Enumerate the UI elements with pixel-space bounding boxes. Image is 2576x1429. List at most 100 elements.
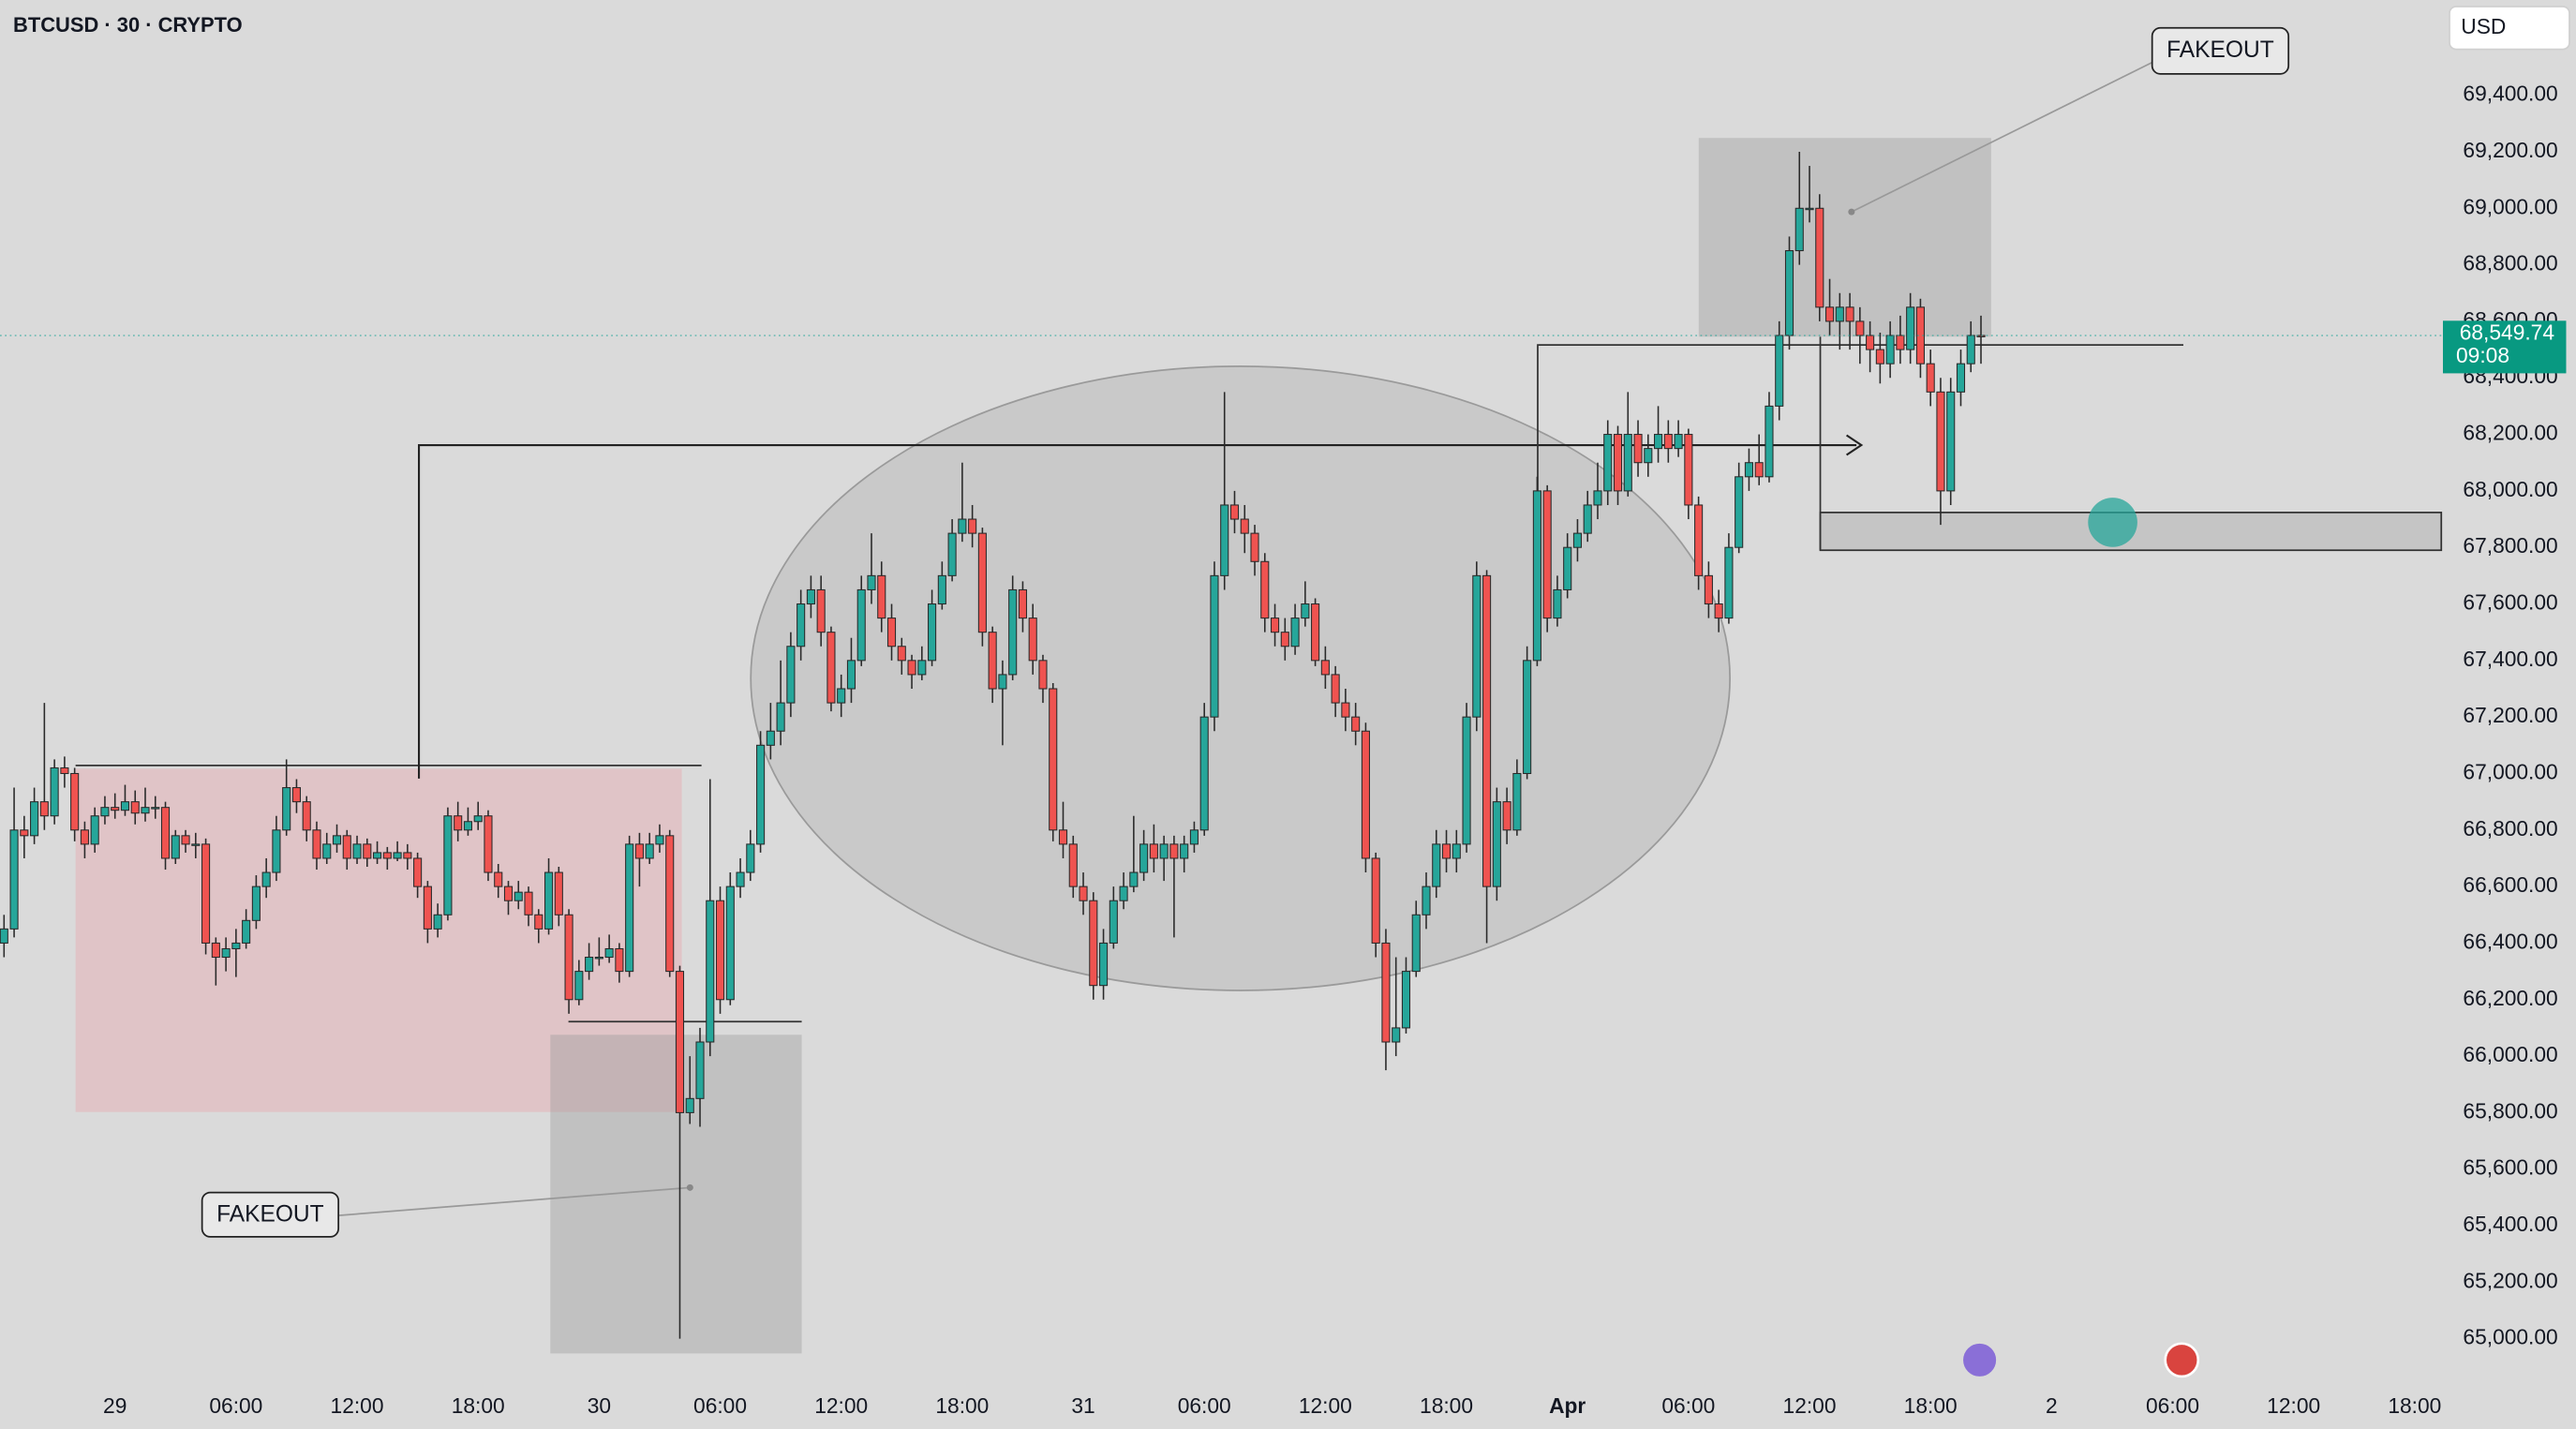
candle-body	[1411, 914, 1421, 973]
candle-body	[776, 702, 785, 732]
candle-body	[1169, 843, 1179, 859]
y-tick-label: 66,800.00	[2463, 816, 2557, 841]
candle-body	[1199, 716, 1209, 831]
candle-body	[685, 1097, 694, 1113]
candle-body	[1482, 574, 1492, 887]
candle-body	[886, 618, 897, 648]
candle-body	[433, 914, 442, 930]
candle-body	[917, 660, 927, 676]
candle-body	[1018, 588, 1028, 619]
candle-body	[585, 956, 594, 973]
candle-body	[1472, 574, 1482, 718]
candle-body	[201, 843, 211, 944]
candle-body	[39, 801, 49, 817]
candle-body	[615, 947, 624, 973]
candle-body	[1432, 843, 1441, 887]
fakeout-box	[1698, 138, 1991, 337]
annotation-box	[2151, 26, 2290, 75]
candle-body	[251, 886, 261, 921]
callout-line	[1851, 61, 2153, 213]
candle-body	[261, 871, 271, 887]
y-tick-label: 69,000.00	[2463, 194, 2557, 218]
candle-body	[1129, 871, 1139, 887]
candle-body	[897, 646, 906, 662]
candle-body	[473, 815, 483, 823]
candle-body	[1058, 829, 1068, 845]
y-tick-label: 65,000.00	[2463, 1325, 2557, 1349]
candle-body	[1189, 829, 1199, 845]
x-tick-label: Apr	[1549, 1393, 1586, 1418]
candle-body	[312, 829, 321, 859]
candle-body	[70, 772, 80, 831]
candle-body	[1492, 801, 1501, 887]
candle-body	[1240, 518, 1249, 534]
candle-body	[1572, 532, 1583, 548]
annotation: FAKEOUT	[216, 1202, 324, 1228]
candle-body	[413, 857, 423, 887]
candle-body	[574, 971, 584, 1001]
y-tick-label: 66,000.00	[2463, 1042, 2557, 1066]
chart-title: BTCUSD · 30 · CRYPTO	[13, 13, 243, 37]
candle-body	[454, 815, 463, 831]
candle-body	[695, 1041, 705, 1099]
candle-body	[282, 787, 291, 831]
candle-body	[1633, 434, 1643, 464]
event-icon[interactable]	[1963, 1343, 1997, 1377]
ellipse-zone	[750, 365, 1731, 991]
candle-body	[736, 871, 745, 887]
candle-body	[1966, 335, 1975, 365]
candle-body	[1381, 942, 1391, 1043]
candle-body	[1079, 886, 1088, 901]
candle-body	[1290, 618, 1300, 648]
candle-body	[846, 660, 856, 690]
candle-body	[1735, 476, 1744, 548]
x-tick-label: 06:00	[209, 1393, 262, 1418]
y-tick-label: 66,200.00	[2463, 986, 2557, 1010]
candle-body	[1694, 504, 1704, 576]
candle-body	[160, 807, 171, 859]
candle-body	[120, 801, 130, 811]
x-tick-label: 12:00	[1299, 1393, 1352, 1418]
candle-body	[1794, 207, 1804, 252]
candle-body	[907, 660, 916, 676]
candle-body	[1764, 405, 1774, 478]
candle-body	[1028, 618, 1037, 662]
y-tick-label: 69,200.00	[2463, 138, 2557, 162]
currency[interactable]: USD	[2461, 14, 2506, 38]
candle-body	[1946, 391, 1956, 492]
candle-body	[1674, 434, 1683, 450]
candle-body	[291, 787, 302, 803]
candle-body	[1311, 603, 1320, 662]
annotation-box	[201, 1191, 340, 1238]
y-tick-label: 67,400.00	[2463, 647, 2557, 671]
candle-body	[171, 835, 180, 859]
candle-body	[856, 588, 866, 662]
candle-body	[1603, 434, 1613, 492]
candle-body	[363, 843, 372, 859]
candle-body	[151, 807, 160, 810]
candle-body	[655, 835, 664, 845]
candle-body	[1159, 843, 1169, 859]
y-tick-label: 66,600.00	[2463, 872, 2557, 897]
candle-body	[816, 588, 826, 633]
candle-body	[1401, 971, 1411, 1029]
candle-body	[797, 603, 806, 648]
x-tick-label: 12:00	[2267, 1393, 2320, 1418]
x-tick-label: 31	[1071, 1393, 1094, 1418]
candle-body	[706, 900, 715, 1043]
candle-body	[60, 767, 69, 775]
arrow-line	[418, 443, 1857, 779]
candle-body	[1532, 490, 1541, 662]
currency-button[interactable]	[2449, 6, 2570, 51]
last-price-tag	[2442, 320, 2567, 374]
candle-body	[1462, 716, 1471, 845]
candle-body	[1644, 448, 1653, 464]
candle-body	[1371, 857, 1380, 944]
candle-body	[1885, 335, 1895, 365]
candle-body	[826, 632, 836, 704]
x-tick-label: 18:00	[935, 1393, 989, 1418]
event-icon[interactable]	[2164, 1342, 2200, 1378]
x-tick-label: 06:00	[1661, 1393, 1715, 1418]
candle-body	[1926, 363, 1935, 393]
candle-body	[1563, 546, 1572, 590]
